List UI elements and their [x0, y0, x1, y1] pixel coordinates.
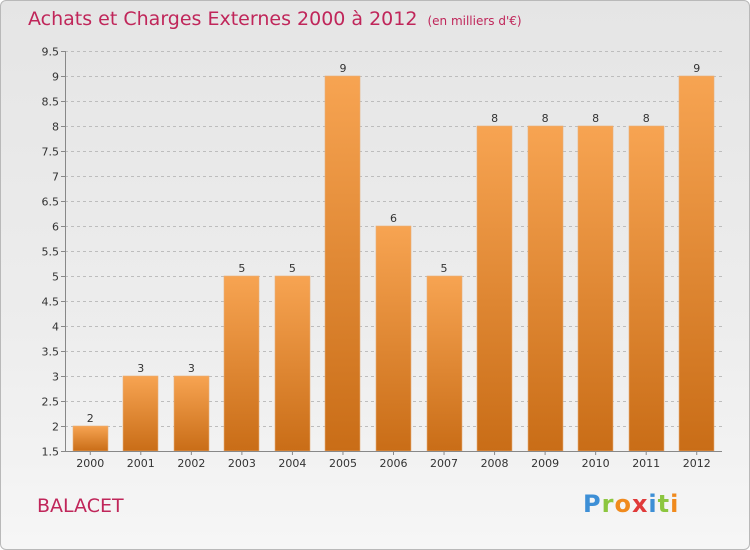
bar	[476, 125, 513, 452]
bar-value-label: 8	[542, 112, 549, 125]
bar-value-label: 9	[693, 62, 700, 75]
logo-letter: P	[583, 490, 602, 518]
bar-value-label: 2	[87, 412, 94, 425]
bar	[122, 375, 159, 452]
bar	[375, 225, 412, 452]
x-tick-label: 2002	[177, 457, 205, 470]
y-tick-label: 1.5	[42, 446, 60, 459]
x-tick-label: 2000	[76, 457, 104, 470]
bar	[678, 75, 715, 452]
bar	[274, 275, 311, 452]
x-tick-label: 2012	[683, 457, 711, 470]
x-tick-label: 2006	[380, 457, 408, 470]
bar-value-label: 9	[339, 62, 346, 75]
labels: 1.5 2 2.5 3 3.5 4 4.5 5 5.5 6 6.5 7 7.5 8 8.5 9 9.5 2 2000…	[42, 46, 711, 471]
chart-subtitle: (en milliers d'€)	[427, 14, 522, 28]
y-tick-label: 7	[52, 171, 59, 184]
bar	[72, 425, 109, 452]
y-tick-label: 4.5	[42, 296, 60, 309]
y-tick-label: 6.5	[42, 196, 60, 209]
y-tick-label: 3	[52, 371, 59, 384]
bar-value-label: 5	[238, 262, 245, 275]
bar	[426, 275, 463, 452]
y-tick-label: 8.5	[42, 96, 60, 109]
logo-letter: i	[648, 490, 658, 518]
x-tick-label: 2008	[481, 457, 509, 470]
bar	[173, 375, 210, 452]
bar-value-label: 5	[441, 262, 448, 275]
y-tick-label: 5.5	[42, 246, 60, 259]
logo-letter: i	[670, 490, 680, 518]
y-tick-label: 8	[52, 121, 59, 134]
bar	[223, 275, 260, 452]
chart-title: Achats et Charges Externes 2000 à 2012 (e…	[28, 8, 522, 30]
proxiti-logo: Proxiti	[583, 490, 679, 518]
y-tick-label: 9.5	[42, 46, 60, 59]
y-tick-label: 6	[52, 221, 59, 234]
axes	[61, 51, 722, 455]
bar-value-label: 3	[188, 362, 195, 375]
bar	[527, 125, 564, 452]
commune-name: BALACET	[37, 495, 124, 517]
bar-value-label: 5	[289, 262, 296, 275]
bar	[577, 125, 614, 452]
bar-value-label: 6	[390, 212, 397, 225]
logo-letter: r	[601, 490, 615, 518]
y-tick-label: 3.5	[42, 346, 60, 359]
x-tick-label: 2007	[430, 457, 458, 470]
y-tick-label: 4	[52, 321, 59, 334]
bar-value-label: 8	[643, 112, 650, 125]
bar-value-label: 8	[491, 112, 498, 125]
bar-value-label: 8	[592, 112, 599, 125]
x-tick-label: 2004	[278, 457, 306, 470]
bar-value-label: 3	[137, 362, 144, 375]
x-tick-label: 2011	[632, 457, 660, 470]
y-tick-label: 9	[52, 71, 59, 84]
y-tick-label: 2	[52, 421, 59, 434]
x-tick-label: 2001	[127, 457, 155, 470]
bar	[324, 75, 361, 452]
y-tick-label: 7.5	[42, 146, 60, 159]
logo-letter: t	[657, 490, 671, 518]
x-tick-label: 2010	[582, 457, 610, 470]
chart-title-text: Achats et Charges Externes 2000 à 2012	[28, 8, 418, 30]
logo-letter: x	[631, 490, 649, 518]
y-tick-label: 5	[52, 271, 59, 284]
x-tick-label: 2003	[228, 457, 256, 470]
y-tick-label: 2.5	[42, 396, 60, 409]
logo-letter: o	[614, 490, 632, 518]
x-tick-label: 2009	[531, 457, 559, 470]
bars	[72, 75, 715, 452]
bar	[628, 125, 665, 452]
x-tick-label: 2005	[329, 457, 357, 470]
